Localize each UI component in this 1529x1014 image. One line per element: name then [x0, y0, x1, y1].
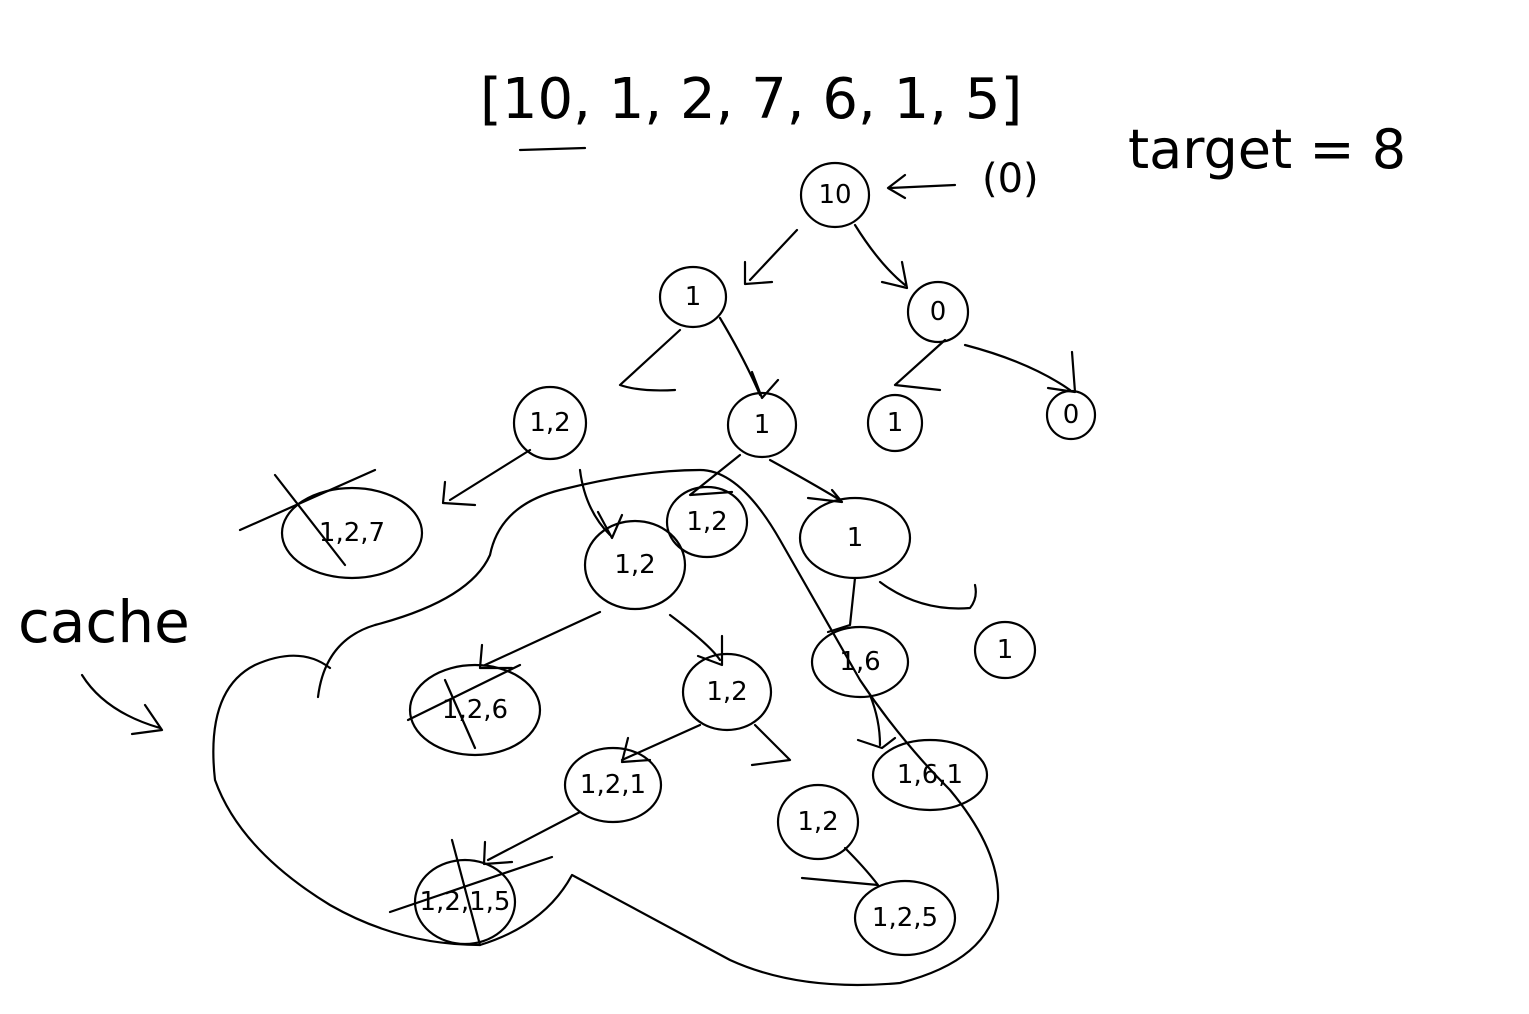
svg-text:0: 0	[1063, 400, 1080, 430]
node-n-1-6: 1,6	[810, 625, 910, 699]
edge-n1d-n1e	[878, 580, 977, 610]
node-n-1: 1	[658, 265, 728, 329]
svg-text:1,6: 1,6	[839, 647, 880, 677]
node-n-1-2-5: 1,2,5	[853, 879, 957, 957]
edge-n1b-n1d	[768, 458, 844, 504]
node-n-1-2-7: 1,2,7	[238, 468, 424, 580]
edge-n1-n1b	[718, 316, 780, 400]
svg-text:0: 0	[930, 297, 947, 327]
svg-text:1,2,5: 1,2,5	[872, 903, 938, 933]
node-n-0a: 0	[906, 280, 970, 344]
node-n-1d: 1	[798, 496, 912, 580]
edge-n12b-n12d	[668, 613, 724, 667]
underline-first-element	[518, 146, 587, 152]
svg-text:1,2,7: 1,2,7	[319, 518, 385, 548]
node-root: 10	[799, 161, 871, 229]
svg-text:1,2: 1,2	[529, 408, 570, 438]
tree-edges	[441, 223, 1077, 887]
node-n-1-6-1: 1,6,1	[871, 738, 989, 812]
svg-text:1: 1	[997, 635, 1014, 665]
svg-text:1,2: 1,2	[797, 807, 838, 837]
node-n-1e: 1	[973, 620, 1037, 680]
target-text: target = 8	[1128, 118, 1406, 181]
edge-n12-n127	[441, 448, 532, 507]
edge-n1b-n12c	[688, 453, 742, 497]
node-n-1-2d: 1,2	[681, 652, 773, 732]
edge-n1d-n16	[826, 576, 857, 634]
node-n-1-2c: 1,2	[665, 485, 749, 559]
edge-n12b-n126	[478, 610, 602, 670]
input-array-text: [10, 1, 2, 7, 6, 1, 5]	[480, 67, 1022, 132]
cross-mark	[238, 468, 377, 567]
svg-text:1,6,1: 1,6,1	[897, 760, 963, 790]
svg-text:1: 1	[685, 282, 702, 312]
edge-n1-n12	[618, 328, 682, 392]
node-n-1c: 1	[866, 393, 924, 453]
edge-n0a-n1c	[893, 338, 947, 392]
cross-mark	[406, 663, 522, 750]
edge-n12d-n12e	[750, 723, 792, 767]
edge-root-n1	[743, 228, 799, 286]
svg-text:1,2: 1,2	[686, 507, 727, 537]
svg-text:1,2,1: 1,2,1	[580, 770, 646, 800]
edge-n0a-n0b	[963, 343, 1077, 394]
node-n-1b: 1	[726, 391, 798, 459]
node-n-1-2: 1,2	[512, 385, 588, 461]
node-n-1-2-1: 1,2,1	[563, 746, 663, 824]
edge-n12d-n121	[620, 723, 702, 764]
node-n-1-2-1-5: 1,2,1,5	[388, 838, 554, 947]
svg-text:1: 1	[847, 523, 864, 553]
edge-root-n0a	[853, 223, 909, 290]
svg-text:1,2: 1,2	[614, 550, 655, 580]
edge-n12e-n125	[800, 846, 880, 887]
cache-label: cache	[18, 588, 190, 656]
cache-boundary	[212, 468, 1000, 987]
svg-text:1: 1	[887, 408, 904, 438]
cache-arrow	[80, 673, 164, 736]
root-hint-text: (0)	[982, 156, 1039, 202]
edge-n16-n161	[856, 693, 897, 750]
edge-n121-n1215	[482, 810, 582, 866]
node-n-0b: 0	[1045, 389, 1097, 441]
svg-text:1,2: 1,2	[706, 677, 747, 707]
node-n-1-2e: 1,2	[776, 783, 860, 861]
node-n-1-2b: 1,2	[583, 519, 687, 611]
hint-arrow	[886, 173, 957, 200]
node-n-1-2-6: 1,2,6	[406, 663, 542, 757]
cross-mark	[388, 838, 554, 947]
svg-text:1: 1	[754, 410, 771, 440]
svg-text:10: 10	[818, 180, 851, 210]
